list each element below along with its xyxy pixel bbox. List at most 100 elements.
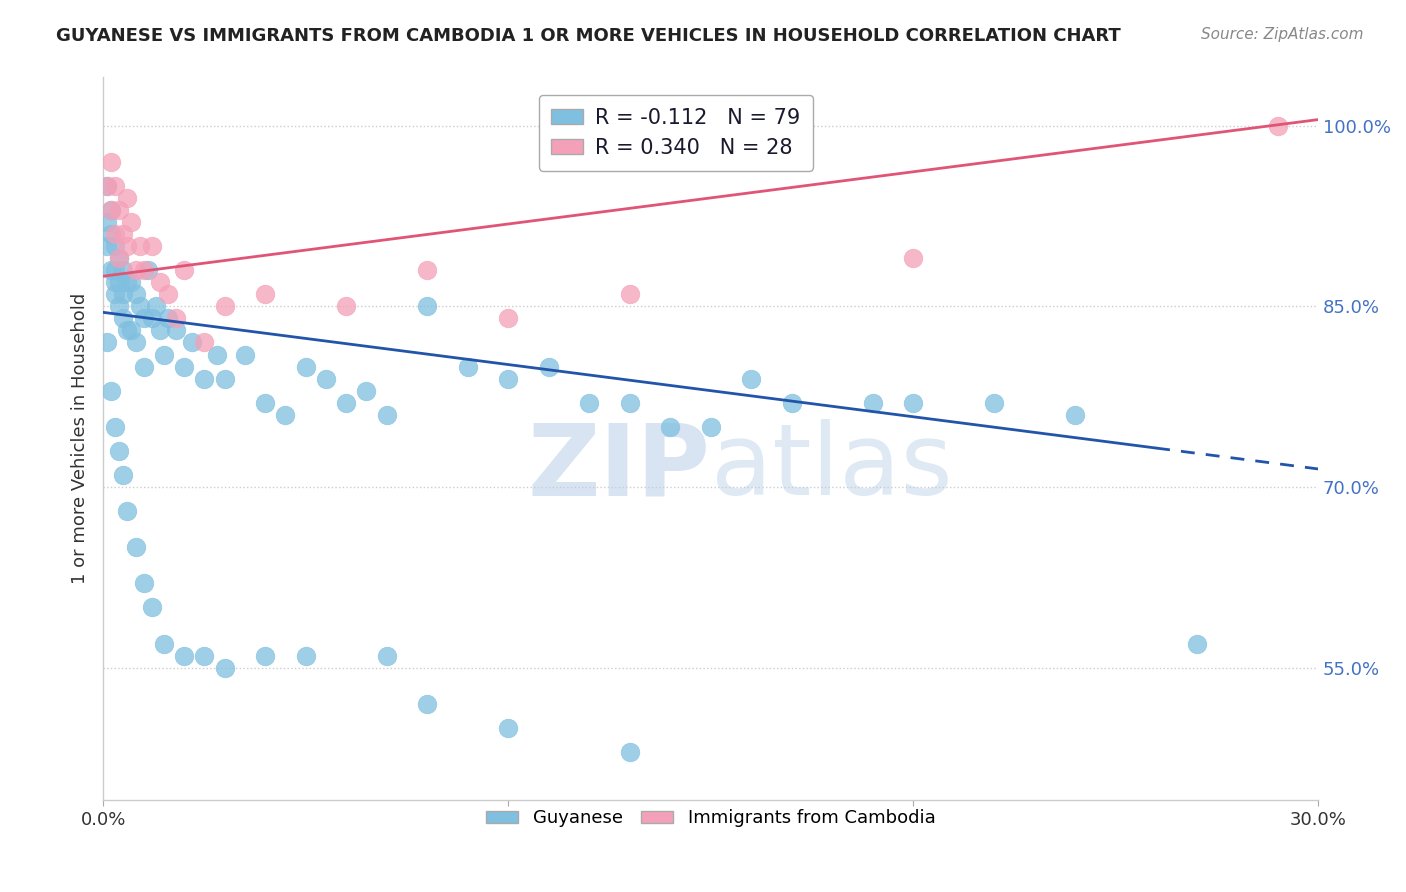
Point [254, 287, 277, 301]
Point [153, 637, 176, 651]
Point [274, 408, 297, 422]
Point [100, 227, 122, 241]
Point [294, 359, 316, 374]
Legend: Guyanese, Immigrants from Cambodia: Guyanese, Immigrants from Cambodia [478, 802, 942, 835]
Point [100, 202, 122, 217]
Point [335, 299, 357, 313]
Point [254, 648, 277, 663]
Point [124, 287, 146, 301]
Point [136, 263, 159, 277]
Point [141, 239, 163, 253]
Point [145, 299, 167, 313]
Point [104, 263, 127, 277]
Point [96, 335, 118, 350]
Point [104, 275, 127, 289]
Point [156, 287, 179, 301]
Point [112, 311, 135, 326]
Point [619, 395, 641, 409]
Point [1064, 408, 1087, 422]
Point [416, 697, 439, 711]
Point [740, 371, 762, 385]
Point [173, 648, 195, 663]
Point [375, 648, 398, 663]
Point [193, 648, 215, 663]
Point [141, 311, 163, 326]
Point [128, 239, 150, 253]
Point [254, 395, 277, 409]
Point [1267, 119, 1289, 133]
Point [128, 299, 150, 313]
Point [112, 287, 135, 301]
Point [132, 359, 155, 374]
Point [96, 178, 118, 193]
Point [214, 661, 236, 675]
Point [132, 576, 155, 591]
Text: atlas: atlas [710, 419, 952, 516]
Point [104, 419, 127, 434]
Point [619, 287, 641, 301]
Point [100, 263, 122, 277]
Point [108, 251, 131, 265]
Point [356, 384, 378, 398]
Point [108, 443, 131, 458]
Point [659, 419, 682, 434]
Point [496, 721, 519, 735]
Point [181, 335, 204, 350]
Point [108, 299, 131, 313]
Point [96, 239, 118, 253]
Point [205, 347, 228, 361]
Point [173, 359, 195, 374]
Text: Source: ZipAtlas.com: Source: ZipAtlas.com [1201, 27, 1364, 42]
Point [124, 541, 146, 555]
Point [149, 275, 172, 289]
Point [117, 323, 139, 337]
Point [108, 251, 131, 265]
Point [149, 323, 172, 337]
Point [117, 239, 139, 253]
Point [214, 371, 236, 385]
Point [141, 600, 163, 615]
Point [156, 311, 179, 326]
Point [121, 215, 143, 229]
Point [780, 395, 803, 409]
Point [416, 299, 439, 313]
Point [578, 395, 600, 409]
Point [108, 202, 131, 217]
Text: GUYANESE VS IMMIGRANTS FROM CAMBODIA 1 OR MORE VEHICLES IN HOUSEHOLD CORRELATION: GUYANESE VS IMMIGRANTS FROM CAMBODIA 1 O… [56, 27, 1121, 45]
Point [96, 215, 118, 229]
Point [117, 275, 139, 289]
Point [335, 395, 357, 409]
Point [375, 408, 398, 422]
Point [901, 251, 924, 265]
Point [132, 311, 155, 326]
Point [193, 335, 215, 350]
Point [165, 311, 187, 326]
Point [233, 347, 256, 361]
Point [862, 395, 884, 409]
Point [112, 227, 135, 241]
Point [983, 395, 1005, 409]
Point [1185, 637, 1208, 651]
Point [121, 323, 143, 337]
Point [315, 371, 337, 385]
Point [124, 335, 146, 350]
Point [901, 395, 924, 409]
Text: ZIP: ZIP [527, 419, 710, 516]
Point [96, 178, 118, 193]
Point [537, 359, 560, 374]
Point [193, 371, 215, 385]
Point [496, 371, 519, 385]
Point [104, 239, 127, 253]
Point [100, 384, 122, 398]
Point [214, 299, 236, 313]
Point [294, 648, 316, 663]
Point [619, 745, 641, 759]
Point [496, 311, 519, 326]
Point [153, 347, 176, 361]
Point [112, 263, 135, 277]
Point [124, 263, 146, 277]
Point [132, 263, 155, 277]
Point [416, 263, 439, 277]
Point [117, 504, 139, 518]
Point [117, 191, 139, 205]
